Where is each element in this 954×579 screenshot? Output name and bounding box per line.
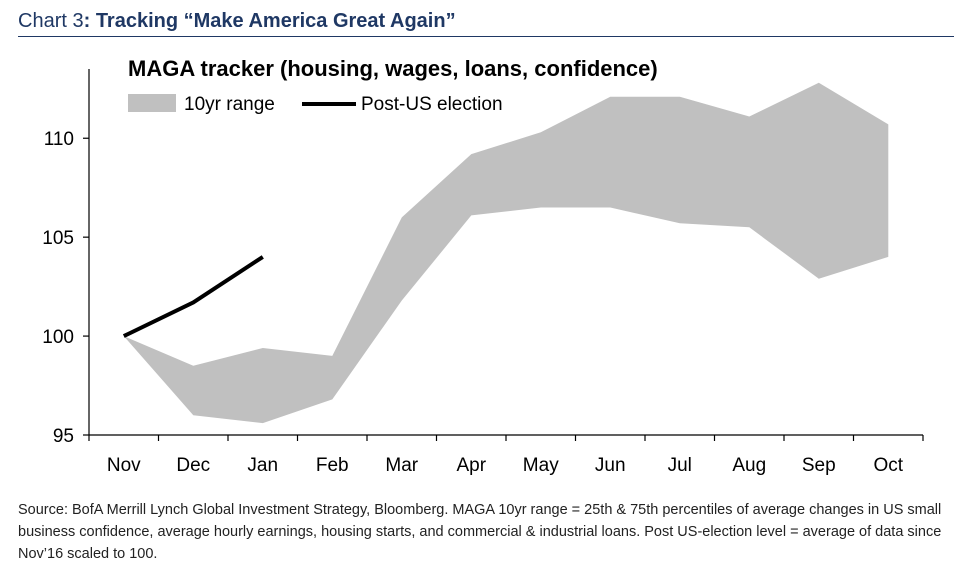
y-tick-label: 110 <box>44 129 74 150</box>
x-tick-label: Jun <box>595 455 626 476</box>
y-tick-labels: 95 100 105 110 <box>42 129 74 447</box>
y-ticks <box>83 137 89 436</box>
legend-band-label: 10yr range <box>184 94 275 115</box>
chart-heading: Tracking “Make America Great Again” <box>95 10 456 32</box>
x-tick-label: Dec <box>176 455 210 476</box>
legend: 10yr range Post-US election <box>128 94 503 115</box>
x-tick-label: May <box>523 455 559 476</box>
x-tick-label: Feb <box>316 455 349 476</box>
x-ticks <box>88 435 924 441</box>
chart-title: MAGA tracker (housing, wages, loans, con… <box>128 56 658 81</box>
x-tick-label: Jan <box>247 455 278 476</box>
post-election-line <box>122 255 264 338</box>
source-note: Source: BofA Merrill Lynch Global Invest… <box>18 502 942 562</box>
x-tick-label: Mar <box>385 455 418 476</box>
x-tick-label: Nov <box>107 455 141 476</box>
chart-number: Chart 3 <box>18 10 84 32</box>
range-band <box>123 82 889 424</box>
x-tick-label: Oct <box>873 455 903 476</box>
y-tick-label: 105 <box>42 228 74 249</box>
x-tick-label: Apr <box>456 455 486 476</box>
y-tick-label: 100 <box>42 327 74 348</box>
plot-area: 95 100 105 110 Nov Dec Jan Feb Mar Apr May Jun Jul A… <box>42 69 924 476</box>
x-tick-labels: Nov Dec Jan Feb Mar Apr May Jun Jul Aug Sep Oct <box>107 455 904 476</box>
legend-line-label: Post-US election <box>361 94 503 115</box>
x-tick-label: Sep <box>802 455 836 476</box>
x-tick-label: Jul <box>668 455 692 476</box>
chart-separator: : <box>83 10 96 32</box>
header-divider <box>18 36 954 37</box>
legend-band-swatch <box>128 94 176 112</box>
y-tick-label: 95 <box>53 426 74 447</box>
maga-tracker-chart: MAGA tracker (housing, wages, loans, con… <box>42 56 924 476</box>
chart-header: Chart 3: Tracking “Make America Great Ag… <box>18 6 954 36</box>
x-tick-label: Aug <box>732 455 766 476</box>
